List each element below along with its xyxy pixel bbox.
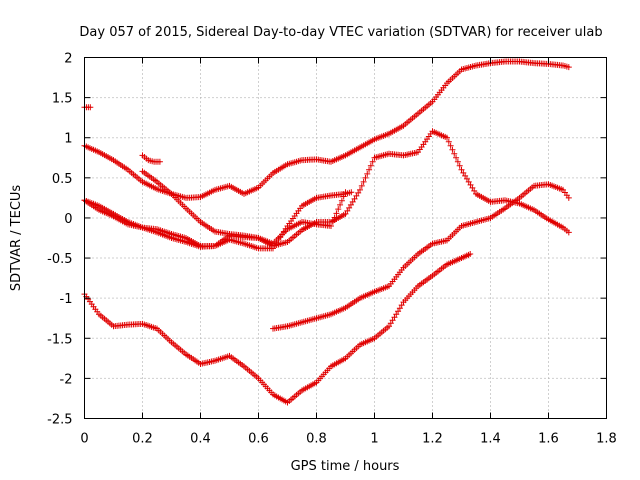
- data-point: [467, 181, 474, 188]
- y-tick-label: 0.5: [52, 172, 73, 187]
- data-point: [331, 214, 338, 221]
- data-point: [328, 222, 334, 229]
- data-point: [369, 158, 376, 165]
- data-point: [156, 158, 163, 165]
- data-point: [458, 166, 465, 173]
- data-point: [449, 146, 456, 153]
- data-point: [469, 184, 476, 191]
- data-point: [338, 197, 345, 204]
- data-point: [342, 189, 349, 196]
- series-trace-b: [81, 58, 572, 201]
- data-point: [348, 189, 355, 196]
- series-trace-c: [139, 152, 163, 165]
- data-point: [465, 178, 472, 185]
- x-tick-label: 0.6: [248, 432, 269, 447]
- series-trace-g: [81, 251, 474, 406]
- data-point: [347, 201, 354, 208]
- data-point: [366, 166, 373, 173]
- data-point: [349, 198, 356, 205]
- series-trace-a: [81, 104, 94, 111]
- data-point: [360, 178, 367, 185]
- plot-frame: [84, 57, 607, 419]
- data-point: [346, 204, 353, 211]
- data-point: [364, 170, 371, 177]
- data-point: [467, 251, 474, 258]
- data-point: [565, 194, 572, 201]
- data-point: [389, 317, 396, 324]
- y-tick-label: -2: [60, 372, 73, 387]
- axis-ticks: [84, 57, 607, 419]
- data-point: [329, 218, 336, 225]
- data-point: [444, 134, 450, 141]
- data-point: [456, 162, 463, 169]
- data-point: [386, 323, 392, 330]
- y-tick-label: -1.5: [47, 332, 72, 347]
- data-point: [87, 104, 94, 111]
- data-point: [445, 138, 452, 145]
- data-point: [398, 302, 405, 309]
- x-tick-label: 0.8: [306, 432, 327, 447]
- data-point: [367, 162, 374, 169]
- data-point: [387, 320, 394, 327]
- data-point: [335, 206, 342, 213]
- x-tick-label: 1.2: [422, 432, 443, 447]
- data-point: [391, 314, 398, 321]
- x-tick-label: 1: [370, 432, 378, 447]
- data-point: [460, 169, 467, 176]
- data-point: [462, 172, 469, 179]
- data-point: [355, 189, 362, 196]
- data-point: [337, 201, 344, 208]
- data-point: [396, 305, 403, 312]
- data-point: [453, 154, 460, 161]
- data-point: [565, 64, 572, 71]
- y-tick-label: 1: [64, 132, 72, 147]
- data-point: [565, 229, 572, 236]
- x-tick-label: 1.8: [596, 432, 617, 447]
- data-point: [344, 207, 351, 214]
- data-point: [393, 311, 400, 318]
- data-point: [333, 210, 340, 217]
- data-point: [340, 193, 347, 200]
- data-point: [342, 210, 349, 217]
- x-tick-label: 0.4: [190, 432, 211, 447]
- tick-labels: 0 0.2 0.4 0.6 0.8 1 1.2 1.4 1.6 1.8 -2.5 -2 -1.5 -1 -0…: [47, 52, 617, 447]
- series-trace-f: [81, 189, 349, 250]
- data-point: [395, 308, 402, 315]
- x-tick-label: 0.2: [132, 432, 153, 447]
- data-point: [353, 192, 360, 199]
- chart-title: Day 057 of 2015, Sidereal Day-to-day VTE…: [79, 25, 602, 40]
- x-tick-label: 0: [80, 432, 88, 447]
- data-point: [362, 174, 369, 181]
- data-point: [471, 187, 478, 194]
- grid: [84, 57, 607, 419]
- x-tick-label: 1.4: [480, 432, 501, 447]
- data-point: [451, 150, 458, 157]
- series-trace-d: [139, 128, 572, 250]
- data-marks: [81, 58, 572, 406]
- data-point: [463, 175, 470, 182]
- y-tick-label: -0.5: [47, 252, 72, 267]
- y-tick-label: 1.5: [52, 92, 73, 107]
- data-point: [454, 158, 461, 165]
- y-tick-label: -1: [60, 292, 73, 307]
- series-trace-h: [270, 181, 572, 332]
- y-tick-label: -2.5: [47, 413, 72, 428]
- x-axis-label: GPS time / hours: [291, 459, 400, 474]
- x-tick-label: 1.6: [538, 432, 559, 447]
- y-axis-label: SDTVAR / TECUs: [9, 185, 24, 292]
- data-point: [351, 195, 358, 202]
- y-tick-label: 2: [64, 52, 72, 67]
- data-point: [358, 182, 365, 189]
- data-point: [357, 186, 363, 193]
- y-tick-label: 0: [64, 212, 72, 227]
- data-point: [447, 142, 454, 149]
